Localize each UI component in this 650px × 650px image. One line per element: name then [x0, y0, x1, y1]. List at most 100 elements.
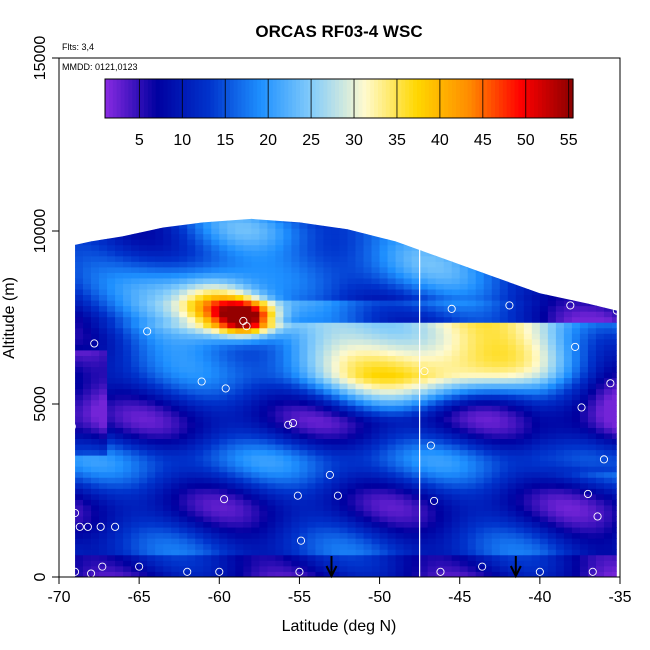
- field-cell: [379, 466, 388, 473]
- field-cell: [235, 471, 244, 478]
- field-cell: [83, 272, 92, 279]
- field-cell: [75, 305, 84, 312]
- field-cell: [107, 338, 116, 345]
- field-cell: [483, 294, 493, 301]
- field-cell: [515, 333, 525, 340]
- field-cell: [107, 455, 116, 462]
- field-cell: [179, 322, 188, 329]
- field-cell: [99, 261, 108, 268]
- field-cell: [587, 322, 597, 329]
- field-cell: [315, 449, 324, 456]
- field-cell: [563, 350, 573, 356]
- field-cell: [411, 549, 421, 556]
- field-cell: [307, 543, 316, 550]
- field-cell: [291, 233, 300, 240]
- field-cell: [99, 278, 108, 284]
- colorbar-tick-label: 10: [173, 132, 191, 149]
- field-cell: [291, 416, 300, 423]
- field-cell: [587, 571, 597, 577]
- field-cell: [339, 222, 348, 229]
- field-cell: [315, 383, 324, 390]
- field-cell: [115, 333, 124, 340]
- field-cell: [91, 361, 100, 368]
- field-cell: [483, 272, 493, 279]
- field-cell: [379, 327, 388, 334]
- field-cell: [275, 521, 284, 528]
- field-cell: [75, 388, 84, 395]
- field-cell: [395, 366, 405, 373]
- field-cell: [331, 366, 340, 373]
- field-cell: [299, 266, 308, 273]
- field-cell: [99, 228, 108, 235]
- field-cell: [259, 366, 268, 373]
- field-cell: [251, 554, 260, 561]
- field-cell: [547, 421, 557, 428]
- field-cell: [203, 543, 212, 550]
- field-cell: [355, 433, 364, 439]
- field-cell: [531, 233, 541, 240]
- field-cell: [539, 482, 549, 489]
- field-cell: [291, 444, 300, 451]
- field-cell: [387, 455, 396, 462]
- field-cell: [131, 350, 140, 356]
- field-cell: [467, 283, 477, 290]
- field-cell: [307, 410, 316, 417]
- field-cell: [347, 449, 356, 456]
- field-cell: [235, 477, 244, 484]
- field-cell: [403, 405, 413, 412]
- field-cell: [275, 289, 284, 296]
- field-cell: [99, 427, 108, 434]
- x-axis-label: Latitude (deg N): [282, 618, 397, 635]
- field-cell: [163, 377, 172, 384]
- field-cell: [171, 554, 180, 561]
- field-cell: [355, 388, 364, 395]
- field-cell: [523, 516, 533, 523]
- field-cell: [195, 366, 204, 373]
- field-cell: [379, 410, 388, 417]
- field-cell: [235, 239, 244, 246]
- field-cell: [291, 427, 300, 434]
- field-cell: [347, 477, 356, 484]
- field-cell: [515, 327, 525, 334]
- field-cell: [115, 250, 124, 257]
- field-cell: [219, 283, 228, 290]
- field-cell: [555, 311, 565, 318]
- field-cell: [547, 571, 557, 577]
- field-cell: [459, 355, 469, 362]
- field-cell: [267, 521, 276, 528]
- field-cell: [500, 212, 508, 218]
- field-cell: [99, 294, 108, 301]
- field-cell: [427, 350, 437, 356]
- field-cell: [187, 344, 196, 351]
- field-cell: [147, 499, 156, 506]
- field-cell: [339, 410, 348, 417]
- field-cell: [531, 571, 541, 577]
- field-cell: [475, 460, 485, 467]
- field-cell: [259, 316, 268, 323]
- field-cell: [187, 460, 196, 467]
- field-cell: [275, 261, 284, 268]
- field-cell: [403, 477, 413, 484]
- field-cell: [283, 338, 292, 345]
- field-cell: [283, 488, 292, 495]
- field-cell: [99, 338, 108, 345]
- field-cell: [547, 532, 557, 539]
- field-cell: [371, 493, 380, 500]
- field-cell: [363, 527, 372, 534]
- field-cell: [155, 493, 164, 500]
- field-cell: [379, 405, 388, 412]
- field-cell: [451, 289, 461, 296]
- field-cell: [411, 289, 421, 296]
- field-cell: [507, 399, 517, 406]
- field-cell: [339, 433, 348, 439]
- field-cell: [411, 344, 421, 351]
- field-cell: [219, 521, 228, 528]
- field-cell: [587, 554, 597, 561]
- field-cell: [283, 455, 292, 462]
- field-cell: [483, 482, 493, 489]
- field-cell: [571, 272, 581, 279]
- field-cell: [243, 549, 252, 556]
- field-cell: [563, 510, 573, 517]
- field-cell: [187, 444, 196, 451]
- field-cell: [403, 377, 413, 384]
